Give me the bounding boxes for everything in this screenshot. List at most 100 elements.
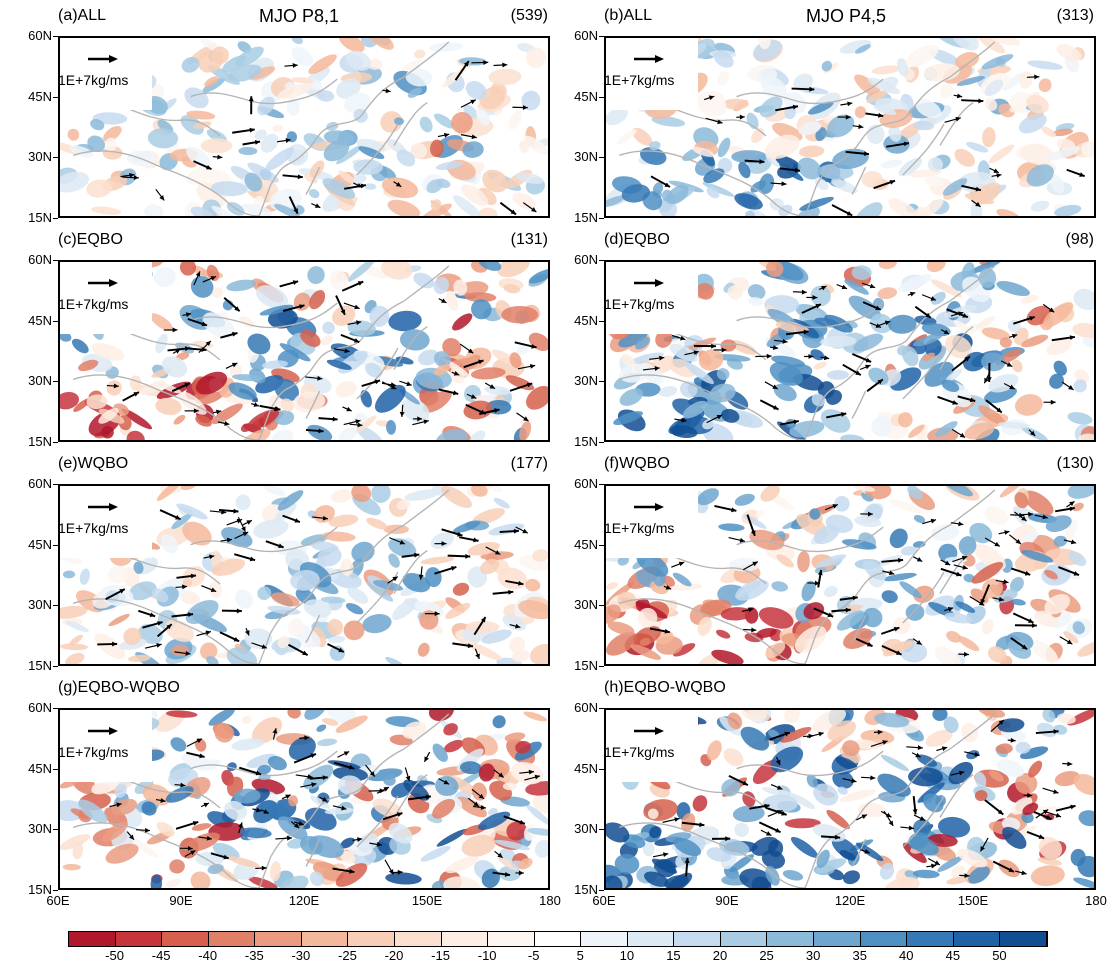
flux-vector: [275, 835, 293, 841]
anomaly-patch: [1026, 164, 1054, 187]
anomaly-patch: [176, 503, 208, 520]
anomaly-patch: [1026, 95, 1049, 114]
flux-vector: [171, 382, 191, 393]
flux-vector: [831, 204, 853, 216]
anomaly-patch: [647, 808, 659, 819]
coastline: [309, 76, 405, 148]
colorbar-tick-label: -35: [244, 948, 264, 963]
anomaly-patch: [179, 262, 197, 276]
flux-vector: [473, 616, 487, 636]
anomaly-patch: [385, 656, 408, 664]
anomaly-patch: [328, 635, 346, 644]
flux-vector: [950, 770, 965, 776]
anomaly-patch: [858, 802, 887, 818]
colorbar-cell: [394, 932, 442, 946]
coastline: [305, 614, 321, 643]
anomaly-patch: [769, 361, 803, 386]
lat-tick-label: 45N: [28, 88, 52, 104]
anomaly-patch: [195, 415, 212, 427]
lat-tick-mark: [599, 666, 604, 667]
anomaly-patch: [970, 201, 983, 216]
anomaly-patch: [757, 38, 771, 50]
anomaly-patch: [698, 349, 724, 371]
anomaly-patch: [128, 654, 151, 663]
anomaly-patch: [738, 161, 751, 179]
flux-vector: [494, 850, 504, 859]
flux-vector: [951, 428, 966, 438]
flux-vector: [774, 338, 788, 344]
anomaly-patch: [60, 605, 88, 619]
colorbar-cell: [208, 932, 256, 946]
anomaly-patch: [925, 729, 953, 747]
anomaly-patch: [200, 138, 233, 154]
anomaly-patch: [429, 42, 464, 52]
anomaly-patch: [1072, 621, 1085, 635]
coastline: [851, 614, 867, 643]
flux-vector: [873, 179, 896, 190]
flux-vector: [870, 740, 888, 747]
coastline: [190, 750, 338, 777]
anomaly-patch: [290, 569, 320, 591]
anomaly-patch: [765, 262, 784, 278]
anomaly-patch: [907, 767, 944, 787]
anomaly-patch: [637, 607, 658, 628]
anomaly-patch: [836, 610, 865, 631]
anomaly-patch: [141, 801, 157, 816]
anomaly-patch: [882, 572, 917, 582]
anomaly-patch: [1078, 810, 1094, 827]
anomaly-patch: [170, 737, 187, 752]
flux-vector: [693, 343, 717, 349]
anomaly-patch: [842, 870, 860, 885]
anomaly-patch: [981, 54, 1014, 70]
anomaly-patch: [254, 196, 265, 208]
flux-vector: [813, 607, 834, 618]
coastline: [356, 795, 399, 848]
anomaly-patch: [940, 83, 953, 99]
anomaly-patch: [181, 56, 200, 73]
anomaly-patch: [821, 60, 833, 72]
anomaly-patch: [471, 782, 487, 801]
anomaly-patch: [803, 602, 825, 620]
anomaly-patch: [388, 553, 400, 568]
anomaly-patch: [464, 292, 497, 303]
anomaly-patch: [813, 525, 840, 545]
anomaly-patch: [465, 81, 487, 100]
anomaly-patch: [969, 522, 993, 544]
anomaly-patch: [288, 736, 316, 761]
flux-vector: [807, 580, 820, 586]
flux-vector: [524, 774, 541, 781]
flux-vector: [684, 350, 699, 356]
anomaly-patch: [186, 146, 211, 168]
anomaly-patch: [790, 836, 818, 858]
anomaly-patch: [404, 489, 441, 501]
anomaly-patch: [211, 558, 246, 576]
anomaly-patch: [269, 861, 281, 882]
reference-vector-box: 1E+7kg/ms: [60, 262, 152, 334]
anomaly-patch: [1031, 640, 1059, 664]
flux-vector: [452, 642, 474, 649]
anomaly-patch: [1046, 338, 1072, 356]
anomaly-patch: [422, 390, 452, 413]
anomaly-patch: [888, 125, 902, 142]
flux-vector: [198, 835, 212, 841]
flux-vector: [471, 788, 485, 800]
lat-tick-label: 60N: [28, 252, 52, 267]
flux-vector: [233, 553, 256, 562]
anomaly-patch: [419, 610, 439, 630]
flux-vector: [671, 561, 685, 568]
coastline: [949, 713, 996, 750]
flux-vector: [318, 416, 338, 422]
anomaly-patch: [1028, 760, 1043, 778]
anomaly-patch: [976, 38, 1006, 54]
lat-tick-label: 30N: [574, 149, 598, 165]
anomaly-patch: [288, 795, 299, 807]
flux-vector: [223, 297, 241, 312]
anomaly-patch: [716, 368, 730, 380]
flux-vector: [705, 117, 723, 125]
flux-vector: [349, 422, 363, 428]
anomaly-patch: [720, 339, 737, 352]
reference-arrow-icon: [634, 55, 664, 63]
flux-vector: [122, 391, 140, 402]
anomaly-patch: [731, 150, 768, 164]
flux-vector: [1058, 566, 1080, 577]
